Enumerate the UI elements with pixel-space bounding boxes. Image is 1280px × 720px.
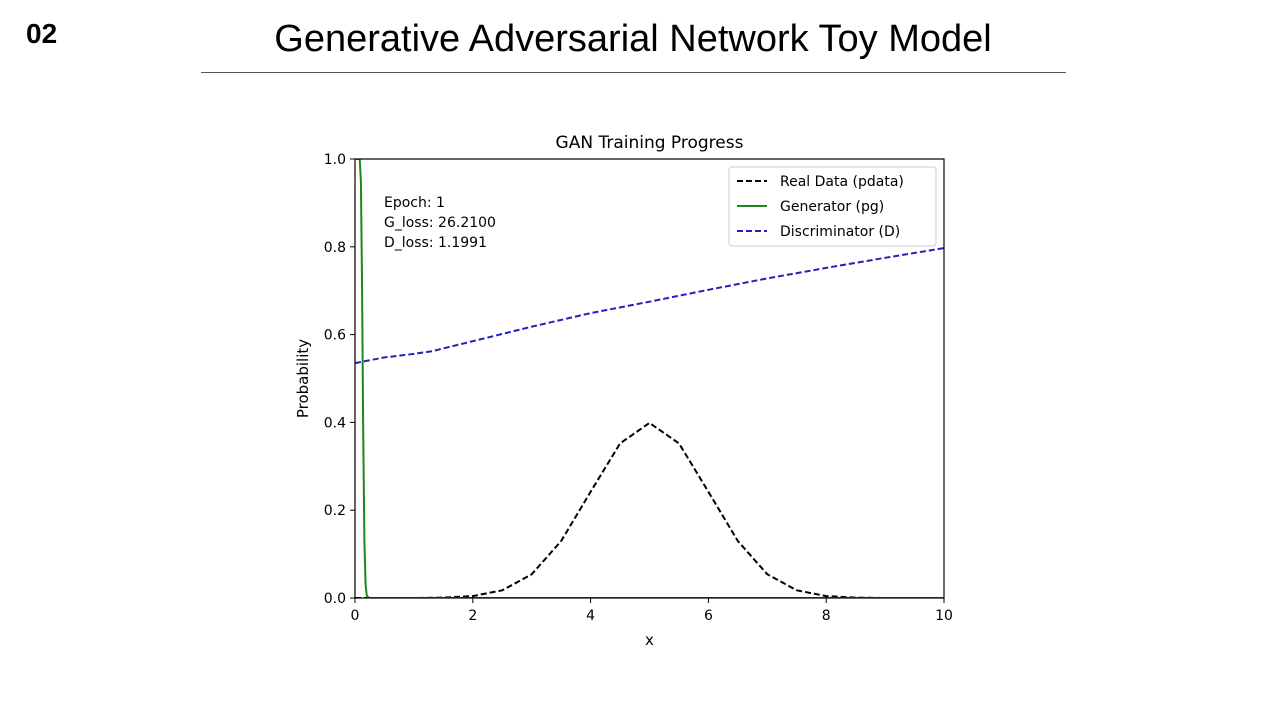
x-tick-label: 4 [586, 608, 595, 624]
series-layer [355, 159, 944, 598]
series-line-2 [355, 247, 944, 365]
x-tick-label: 6 [704, 608, 713, 624]
annotation-g-loss: G_loss: 26.2100 [384, 215, 496, 231]
legend-frame [728, 166, 937, 247]
annotation-box: Epoch: 1 G_loss: 26.2100 D_loss: 1.1991 [384, 195, 496, 251]
y-tick-label: 0.8 [324, 240, 346, 256]
legend-label-1: Generator (pg) [780, 199, 884, 215]
y-tick-label: 0.4 [324, 415, 346, 431]
y-tick-label: 0.0 [324, 591, 346, 607]
y-tick-label: 1.0 [324, 152, 346, 168]
axis-ticks: 0 2 4 6 8 10 0.0 0.2 0.4 0.6 0.8 1.0 [324, 152, 953, 624]
gan-training-chart: GAN Training Progress x Probability 0 2 4 6… [294, 133, 953, 649]
y-tick-label: 0.2 [324, 503, 346, 519]
x-tick-label: 8 [822, 608, 831, 624]
series-line-1 [356, 159, 944, 598]
x-tick-label: 2 [468, 608, 477, 624]
slide-title: Generative Adversarial Network Toy Model [274, 18, 992, 60]
x-axis-label: x [645, 631, 654, 649]
series-line-0 [355, 421, 944, 598]
y-tick-label: 0.6 [324, 328, 346, 344]
title-divider [201, 72, 1066, 73]
chart-title: GAN Training Progress [556, 133, 744, 153]
annotation-epoch: Epoch: 1 [384, 195, 445, 211]
x-tick-label: 0 [351, 608, 360, 624]
y-axis-label: Probability [294, 339, 312, 418]
annotation-d-loss: D_loss: 1.1991 [384, 235, 487, 251]
legend-label-0: Real Data (pdata) [780, 174, 904, 190]
legend: Real Data (pdata) Generator (pg) Discrimin… [728, 166, 937, 247]
plot-frame [354, 158, 945, 599]
chart-container: GAN Training Progress x Probability 0 2 4 6… [262, 118, 982, 660]
slide-number: 02 [26, 18, 58, 49]
legend-label-2: Discriminator (D) [780, 224, 900, 240]
x-tick-label: 10 [935, 608, 953, 624]
